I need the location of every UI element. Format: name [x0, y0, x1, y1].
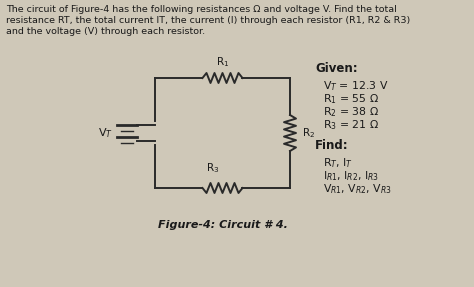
Text: R$_3$ = 21 Ω: R$_3$ = 21 Ω — [323, 118, 379, 132]
Text: V$_{R1}$, V$_{R2}$, V$_{R3}$: V$_{R1}$, V$_{R2}$, V$_{R3}$ — [323, 182, 392, 196]
Text: R$_1$: R$_1$ — [216, 55, 229, 69]
Text: Find:: Find: — [315, 139, 348, 152]
Text: resistance RT, the total current IT, the current (I) through each resistor (R1, : resistance RT, the total current IT, the… — [6, 16, 410, 25]
Text: R$_3$: R$_3$ — [206, 161, 219, 175]
Text: Given:: Given: — [315, 62, 357, 75]
Text: V$_T$: V$_T$ — [98, 126, 113, 140]
Text: R$_2$: R$_2$ — [302, 126, 315, 140]
Text: and the voltage (V) through each resistor.: and the voltage (V) through each resisto… — [6, 27, 205, 36]
Text: I$_{R1}$, I$_{R2}$, I$_{R3}$: I$_{R1}$, I$_{R2}$, I$_{R3}$ — [323, 169, 379, 183]
Text: Figure-4: Circuit # 4.: Figure-4: Circuit # 4. — [157, 220, 287, 230]
Text: The circuit of Figure-4 has the following resistances Ω and voltage V. Find the : The circuit of Figure-4 has the followin… — [6, 5, 397, 14]
Text: R$_T$, I$_T$: R$_T$, I$_T$ — [323, 156, 353, 170]
Text: V$_T$ = 12.3 V: V$_T$ = 12.3 V — [323, 79, 389, 93]
Text: R$_1$ = 55 Ω: R$_1$ = 55 Ω — [323, 92, 379, 106]
Text: R$_2$ = 38 Ω: R$_2$ = 38 Ω — [323, 105, 379, 119]
